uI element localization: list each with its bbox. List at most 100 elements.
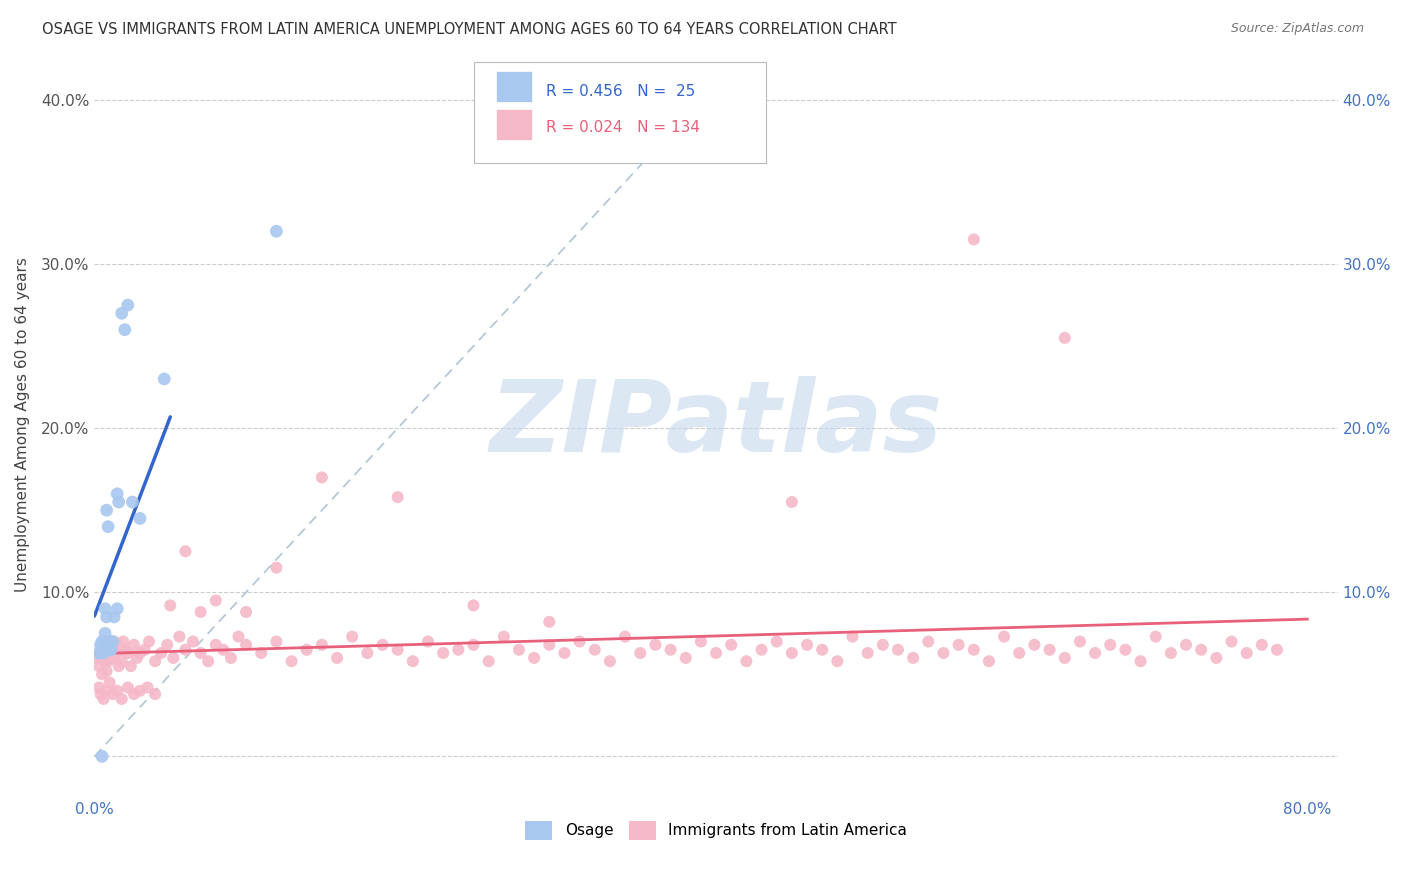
Point: [872, 638, 894, 652]
Point: [98, 651, 121, 665]
Point: [416, 634, 439, 648]
Point: [478, 654, 501, 668]
Point: [105, 487, 128, 501]
Point: [150, 646, 173, 660]
Point: [136, 681, 159, 695]
Point: [553, 646, 575, 660]
Point: [87, 659, 110, 673]
Point: [235, 638, 257, 652]
Point: [112, 634, 135, 648]
Point: [120, 659, 142, 673]
Point: [463, 638, 485, 652]
Point: [538, 615, 561, 629]
Point: [156, 638, 179, 652]
Point: [94, 601, 117, 615]
Point: [311, 470, 333, 484]
Point: [993, 630, 1015, 644]
Point: [197, 654, 219, 668]
Point: [93, 638, 115, 652]
Point: [190, 605, 212, 619]
Point: [948, 638, 970, 652]
Point: [101, 687, 124, 701]
Point: [963, 232, 986, 246]
FancyBboxPatch shape: [496, 109, 531, 139]
Point: [212, 642, 235, 657]
Point: [93, 646, 115, 660]
Point: [129, 646, 152, 660]
Point: [1129, 654, 1152, 668]
Point: [111, 306, 134, 320]
Point: [138, 634, 160, 648]
Point: [432, 646, 454, 660]
Point: [105, 638, 128, 652]
Point: [765, 634, 787, 648]
Point: [841, 630, 863, 644]
Point: [90, 687, 112, 701]
Point: [94, 634, 117, 648]
Point: [266, 634, 288, 648]
Point: [87, 681, 110, 695]
Point: [856, 646, 879, 660]
Point: [93, 646, 115, 660]
Point: [796, 638, 818, 652]
Point: [122, 638, 145, 652]
Point: [463, 599, 485, 613]
Text: ZIPatlas: ZIPatlas: [489, 376, 942, 473]
Point: [98, 634, 121, 648]
Point: [111, 692, 134, 706]
Point: [371, 638, 394, 652]
Point: [90, 638, 112, 652]
Point: [129, 511, 152, 525]
Point: [1175, 638, 1198, 652]
Point: [107, 659, 129, 673]
Point: [174, 544, 197, 558]
Point: [96, 683, 118, 698]
Point: [190, 646, 212, 660]
FancyBboxPatch shape: [474, 62, 766, 162]
Point: [90, 642, 112, 657]
Point: [117, 298, 139, 312]
Point: [402, 654, 425, 668]
Point: [159, 599, 181, 613]
Point: [977, 654, 1000, 668]
Point: [1144, 630, 1167, 644]
Point: [97, 519, 120, 533]
Point: [100, 646, 122, 660]
Point: [100, 642, 122, 657]
Point: [523, 651, 546, 665]
Point: [751, 642, 773, 657]
Point: [1084, 646, 1107, 660]
Point: [1024, 638, 1046, 652]
Point: [105, 683, 128, 698]
Point: [811, 642, 834, 657]
Point: [204, 638, 226, 652]
Point: [103, 610, 125, 624]
Point: [628, 646, 651, 660]
Point: [735, 654, 758, 668]
Point: [143, 654, 166, 668]
Point: [228, 630, 250, 644]
Point: [780, 646, 803, 660]
Point: [1053, 651, 1076, 665]
Point: [250, 646, 273, 660]
Point: [101, 651, 124, 665]
Point: [101, 634, 124, 648]
Point: [103, 634, 125, 648]
FancyBboxPatch shape: [496, 71, 531, 103]
Point: [117, 646, 139, 660]
Point: [129, 683, 152, 698]
Text: R = 0.024   N = 134: R = 0.024 N = 134: [546, 120, 700, 135]
Point: [114, 642, 136, 657]
Point: [91, 651, 114, 665]
Point: [96, 664, 118, 678]
Point: [340, 630, 363, 644]
Point: [827, 654, 849, 668]
Point: [599, 654, 621, 668]
Point: [104, 646, 127, 660]
Point: [1250, 638, 1272, 652]
Point: [1220, 634, 1243, 648]
Point: [780, 495, 803, 509]
Point: [1189, 642, 1212, 657]
Point: [704, 646, 727, 660]
Text: Source: ZipAtlas.com: Source: ZipAtlas.com: [1230, 22, 1364, 36]
